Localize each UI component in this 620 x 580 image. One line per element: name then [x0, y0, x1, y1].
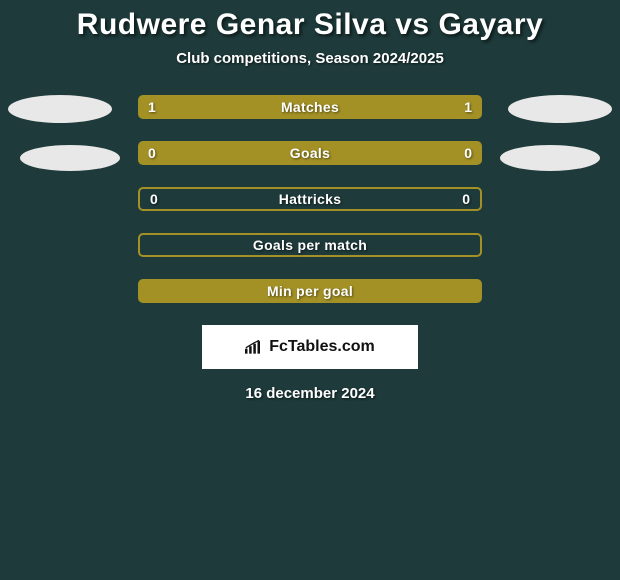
stats-zone: 1 Matches 1 0 Goals 0 0 Hattricks 0 Goal…	[0, 95, 620, 303]
player-right-photo-placeholder-1	[508, 95, 612, 123]
player-left-photo-placeholder-2	[20, 145, 120, 171]
stat-value-left: 0	[148, 145, 156, 161]
stat-label: Min per goal	[267, 283, 353, 299]
stat-row-goals: 0 Goals 0	[138, 141, 482, 165]
stat-value-right: 0	[462, 191, 470, 207]
page-subtitle: Club competitions, Season 2024/2025	[176, 50, 444, 67]
brand-badge: FcTables.com	[202, 325, 418, 369]
stat-label: Goals	[290, 145, 330, 161]
stat-label: Matches	[281, 99, 339, 115]
page-title: Rudwere Genar Silva vs Gayary	[77, 8, 543, 42]
stat-value-right: 1	[464, 99, 472, 115]
stat-value-right: 0	[464, 145, 472, 161]
brand-text: FcTables.com	[269, 338, 375, 356]
infographic-root: Rudwere Genar Silva vs Gayary Club compe…	[0, 0, 620, 402]
stat-label: Goals per match	[253, 237, 367, 253]
date-label: 16 december 2024	[245, 385, 374, 402]
stat-row-goals-per-match: Goals per match	[138, 233, 482, 257]
player-right-photo-placeholder-2	[500, 145, 600, 171]
player-left-photo-placeholder-1	[8, 95, 112, 123]
stat-label: Hattricks	[279, 191, 342, 207]
chart-bars-icon	[245, 340, 265, 354]
stat-value-left: 1	[148, 99, 156, 115]
stat-row-min-per-goal: Min per goal	[138, 279, 482, 303]
stat-rows: 1 Matches 1 0 Goals 0 0 Hattricks 0 Goal…	[138, 95, 482, 303]
stat-value-left: 0	[150, 191, 158, 207]
stat-row-matches: 1 Matches 1	[138, 95, 482, 119]
stat-row-hattricks: 0 Hattricks 0	[138, 187, 482, 211]
